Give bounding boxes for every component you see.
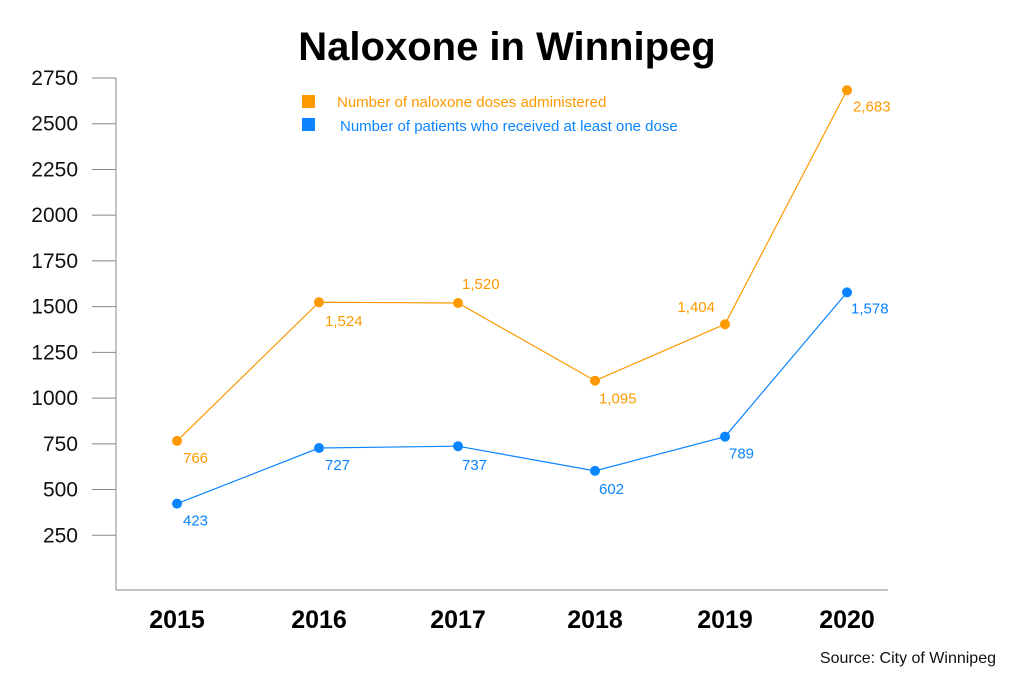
y-tick-label: 2750 bbox=[31, 67, 78, 90]
data-point bbox=[842, 287, 852, 298]
data-label: 1,524 bbox=[325, 313, 363, 330]
y-tick-label: 1250 bbox=[31, 341, 78, 364]
data-label: 1,095 bbox=[599, 391, 637, 408]
x-tick-label: 2015 bbox=[149, 606, 205, 634]
data-point bbox=[590, 465, 600, 476]
data-label: 2,683 bbox=[853, 98, 891, 115]
source-note: Source: City of Winnipeg bbox=[820, 650, 996, 667]
series-line bbox=[176, 89, 848, 442]
data-label: 789 bbox=[729, 446, 754, 463]
data-point bbox=[590, 375, 600, 386]
data-label: 737 bbox=[462, 457, 487, 474]
y-tick-label: 1000 bbox=[31, 387, 78, 410]
data-point bbox=[172, 498, 182, 509]
data-label: 1,520 bbox=[462, 276, 500, 293]
x-tick-label: 2018 bbox=[567, 606, 623, 634]
data-point bbox=[453, 441, 463, 452]
data-label: 1,404 bbox=[677, 299, 715, 316]
data-point bbox=[172, 435, 182, 446]
x-tick-label: 2020 bbox=[819, 606, 875, 634]
y-tick-label: 1500 bbox=[31, 296, 78, 319]
legend-label-patients: Number of patients who received at least… bbox=[340, 118, 678, 135]
x-tick-label: 2017 bbox=[430, 606, 486, 634]
legend: Number of naloxone doses administered Nu… bbox=[302, 94, 678, 135]
chart-title: Naloxone in Winnipeg bbox=[298, 25, 715, 69]
y-tick-label: 750 bbox=[43, 433, 78, 456]
data-label: 766 bbox=[183, 450, 208, 467]
legend-label-doses: Number of naloxone doses administered bbox=[337, 94, 606, 111]
x-tick-label: 2016 bbox=[291, 606, 347, 634]
y-tick-label: 2500 bbox=[31, 113, 78, 136]
y-tick-label: 250 bbox=[43, 524, 78, 547]
data-point bbox=[842, 85, 852, 96]
legend-swatch-patients bbox=[302, 118, 315, 131]
x-tick-label: 2019 bbox=[697, 606, 753, 634]
y-tick-label: 2000 bbox=[31, 204, 78, 227]
data-point bbox=[453, 297, 463, 308]
data-point bbox=[720, 431, 730, 442]
y-tick-label: 500 bbox=[43, 479, 78, 502]
y-tick-label: 2250 bbox=[31, 158, 78, 181]
series-line bbox=[176, 291, 848, 505]
data-label: 1,578 bbox=[851, 300, 889, 317]
data-point bbox=[314, 297, 324, 308]
series-doses: 766 1,524 1,520 1,095 1,404 2,683 bbox=[172, 85, 891, 467]
series-patients: 423 727 737 602 789 1,578 bbox=[172, 287, 889, 530]
data-point bbox=[314, 443, 324, 454]
data-point bbox=[720, 319, 730, 330]
data-label: 727 bbox=[325, 457, 350, 474]
data-label: 423 bbox=[183, 513, 208, 530]
data-label: 602 bbox=[599, 481, 624, 498]
legend-swatch-doses bbox=[302, 95, 315, 108]
y-tick-label: 1750 bbox=[31, 250, 78, 273]
